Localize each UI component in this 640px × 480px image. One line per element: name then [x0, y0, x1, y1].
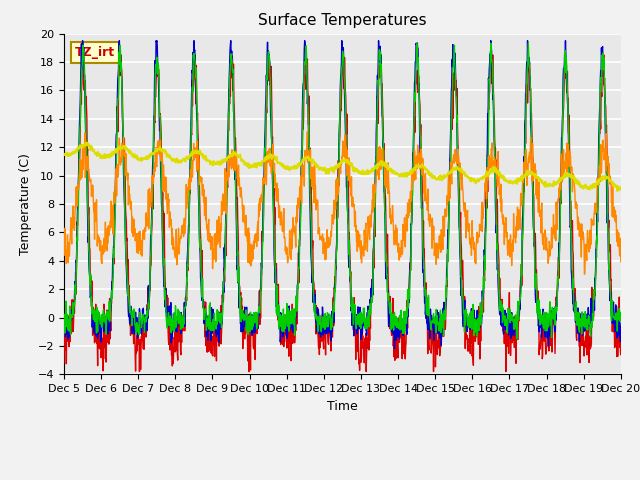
X-axis label: Time: Time — [327, 400, 358, 413]
Y-axis label: Temperature (C): Temperature (C) — [19, 153, 32, 255]
Title: Surface Temperatures: Surface Temperatures — [258, 13, 427, 28]
Text: TZ_irt: TZ_irt — [75, 46, 115, 59]
